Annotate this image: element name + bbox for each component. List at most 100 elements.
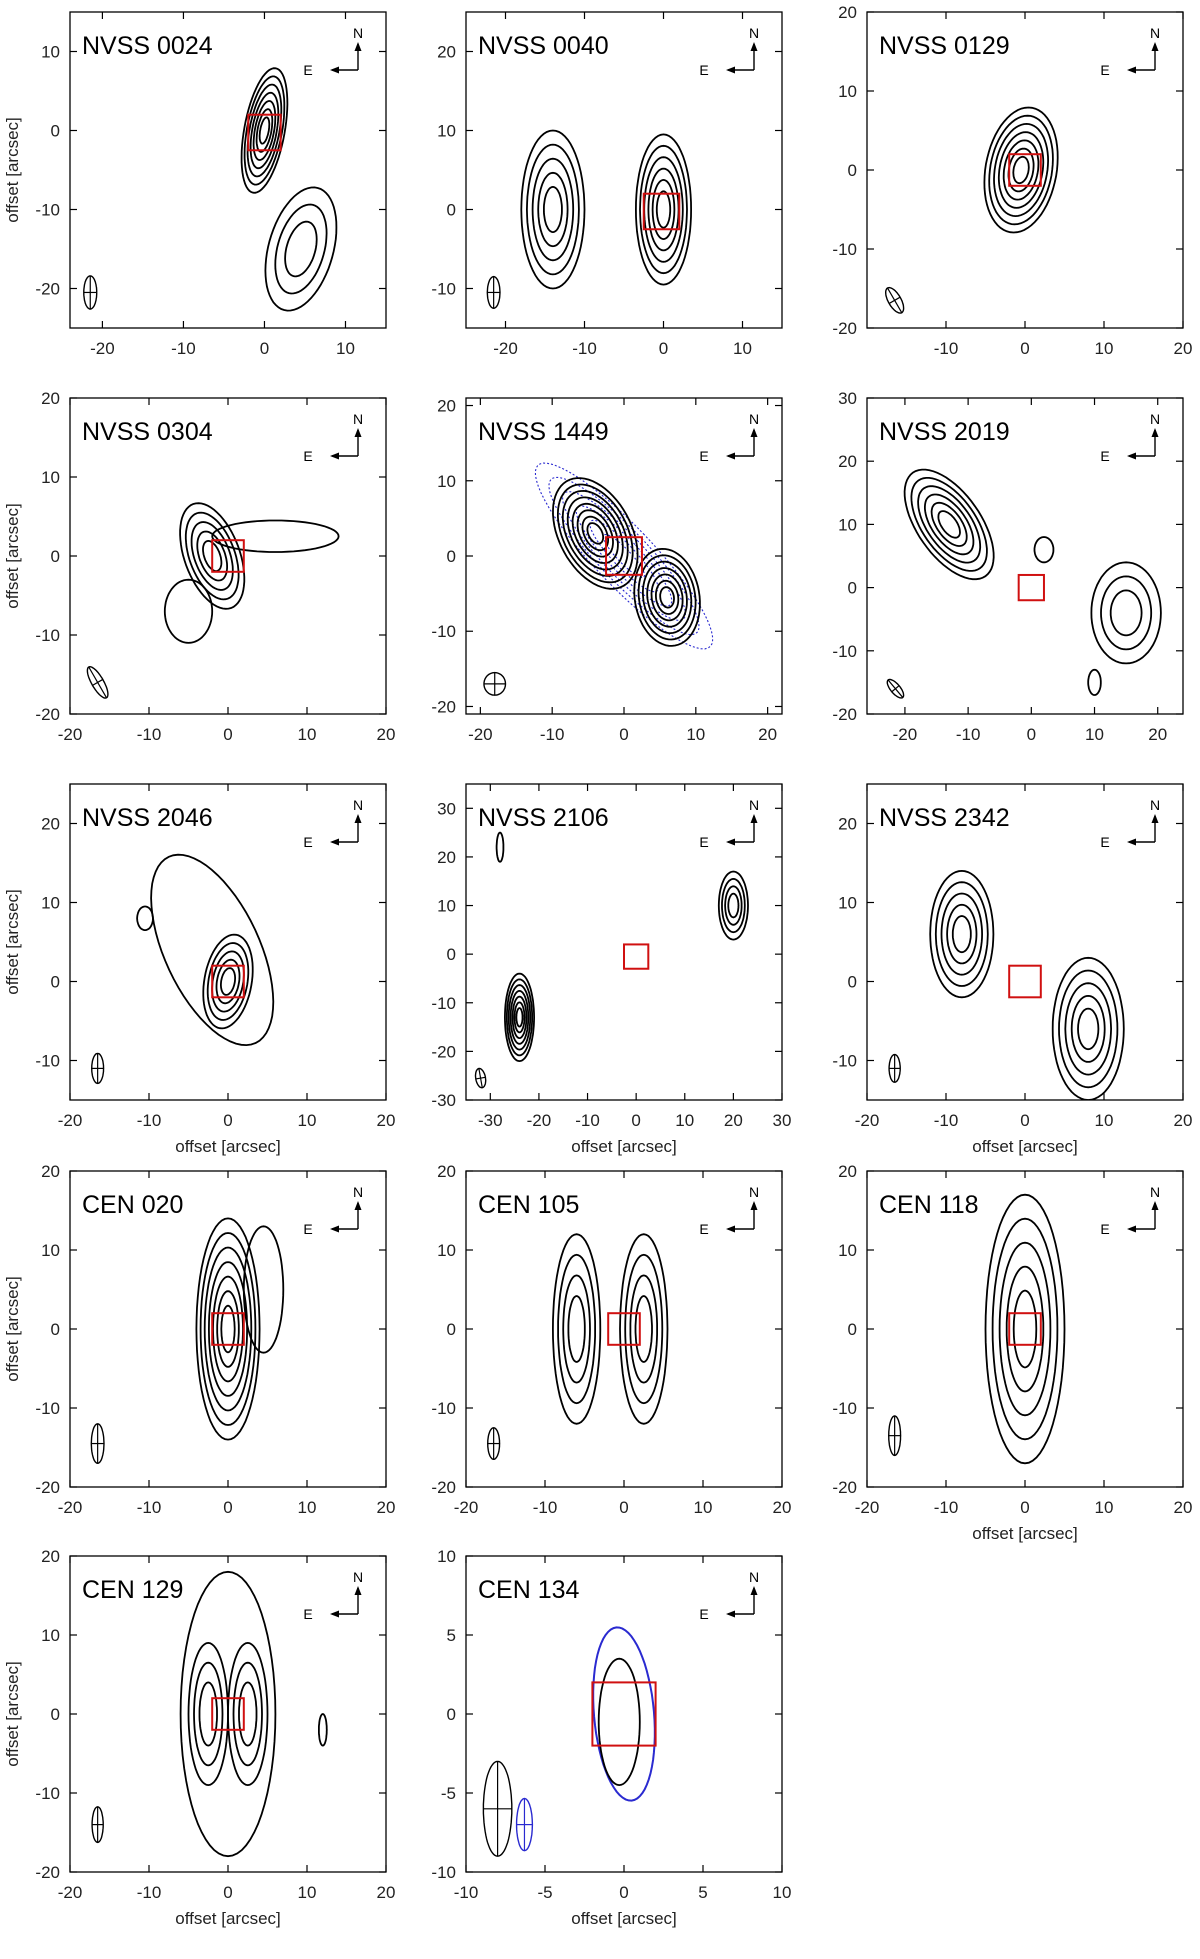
contour-level <box>551 1233 602 1425</box>
beam-ellipse <box>86 665 109 699</box>
plot-frame <box>69 11 387 329</box>
y-tick-label: -10 <box>35 1399 60 1418</box>
y-tick-label: 5 <box>447 1626 456 1645</box>
east-arrowhead <box>330 1610 339 1618</box>
contour-level <box>318 1713 328 1747</box>
contour-level <box>513 1001 526 1034</box>
position-marker-box <box>607 1312 641 1346</box>
x-tick-label: 0 <box>619 725 628 744</box>
x-tick-label: -20 <box>468 725 493 744</box>
y-tick-label: -20 <box>832 319 857 338</box>
y-tick-label: 0 <box>447 201 456 220</box>
contour-level <box>243 75 286 186</box>
north-label: N <box>1150 411 1160 427</box>
overlay-contour <box>534 462 714 650</box>
y-tick-label: -10 <box>35 201 60 220</box>
y-tick-label: -10 <box>431 994 456 1013</box>
north-arrowhead <box>1151 428 1159 437</box>
contour-level <box>910 477 988 572</box>
y-tick-label: 0 <box>848 1320 857 1339</box>
y-tick-label: -10 <box>35 1784 60 1803</box>
contour-level <box>647 167 680 252</box>
contour-level <box>940 892 984 976</box>
compass: NE <box>699 797 759 850</box>
x-axis-title: offset [arcsec] <box>972 1137 1078 1156</box>
y-tick-label: 20 <box>41 389 60 408</box>
panel-title: NVSS 2106 <box>478 804 609 832</box>
plot-area <box>482 1626 657 1857</box>
y-tick-label: 20 <box>41 1162 60 1181</box>
contour-level <box>988 114 1054 226</box>
contour-level <box>552 477 639 590</box>
panel-title: NVSS 0304 <box>82 418 213 446</box>
position-marker-box <box>247 113 282 152</box>
y-tick-label: 10 <box>41 468 60 487</box>
contour-level <box>557 1253 596 1405</box>
y-tick-label: 30 <box>838 389 857 408</box>
east-arrowhead <box>1127 838 1136 846</box>
contour-level <box>264 186 338 312</box>
east-arrowhead <box>726 838 735 846</box>
east-label: E <box>699 448 708 464</box>
contour-level <box>655 190 672 229</box>
contour-level <box>1058 969 1119 1089</box>
y-tick-label: -10 <box>35 626 60 645</box>
x-tick-label: 10 <box>1095 339 1114 358</box>
x-tick-label: -10 <box>171 339 196 358</box>
contour-level <box>246 83 283 178</box>
x-tick-label: -10 <box>533 1498 558 1517</box>
panel-12: -20 -10 0 10 20 -20 -10 0 10 20 offset [arcsec] off… <box>3 1547 395 1928</box>
contour-level <box>232 1661 263 1767</box>
north-arrowhead <box>1151 42 1159 51</box>
y-tick-label: -20 <box>832 705 857 724</box>
beam-outline <box>486 1427 501 1460</box>
east-label: E <box>303 448 312 464</box>
contour-level <box>252 100 277 161</box>
north-arrowhead <box>750 814 758 823</box>
beam-axis <box>888 296 901 305</box>
y-tick-label: -10 <box>832 642 857 661</box>
contour-level <box>629 1274 658 1384</box>
contour-level <box>284 220 318 278</box>
compass: NE <box>699 411 759 464</box>
position-marker-box <box>591 1681 657 1747</box>
plot-area <box>90 1217 285 1465</box>
beam-ellipse <box>83 275 98 310</box>
east-label: E <box>1100 1221 1109 1237</box>
y-tick-label: 0 <box>51 547 60 566</box>
y-axis-title: offset [arcsec] <box>3 889 22 995</box>
north-arrowhead <box>750 42 758 51</box>
y-tick-label: -10 <box>832 1399 857 1418</box>
x-tick-label: 0 <box>223 1111 232 1130</box>
x-tick-label: -10 <box>137 1883 162 1902</box>
east-label: E <box>699 834 708 850</box>
beam-axis <box>891 685 900 693</box>
contour-level <box>624 1253 664 1405</box>
contour-level <box>727 892 740 919</box>
x-tick-label: -10 <box>137 1498 162 1517</box>
y-tick-label: 20 <box>437 43 456 62</box>
contour-level <box>567 1295 586 1363</box>
panel-13: -10 -5 0 5 10 -10 -5 0 5 10 offset [arcsec] CEN 134… <box>431 1547 791 1928</box>
panel-11: -20 -10 0 10 20 -20 -10 0 10 20 offset [arcsec] CEN… <box>832 1162 1192 1543</box>
east-label: E <box>1100 62 1109 78</box>
east-label: E <box>303 1221 312 1237</box>
x-tick-label: 10 <box>733 339 752 358</box>
north-label: N <box>749 797 759 813</box>
north-arrowhead <box>750 1586 758 1595</box>
east-arrowhead <box>330 452 339 460</box>
north-label: N <box>1150 25 1160 41</box>
beam-outline <box>888 1053 901 1083</box>
contour-level <box>505 978 533 1057</box>
y-tick-label: -10 <box>832 240 857 259</box>
x-tick-label: 0 <box>223 1883 232 1902</box>
y-tick-label: 0 <box>51 1320 60 1339</box>
contour-level <box>1109 589 1143 637</box>
position-marker-box <box>1008 1312 1042 1346</box>
contour-level <box>274 203 328 295</box>
beam-outline <box>474 1067 487 1089</box>
x-tick-label: 20 <box>377 725 396 744</box>
x-tick-label: 10 <box>298 1883 317 1902</box>
y-tick-label: -30 <box>431 1091 456 1110</box>
x-tick-label: 20 <box>773 1498 792 1517</box>
